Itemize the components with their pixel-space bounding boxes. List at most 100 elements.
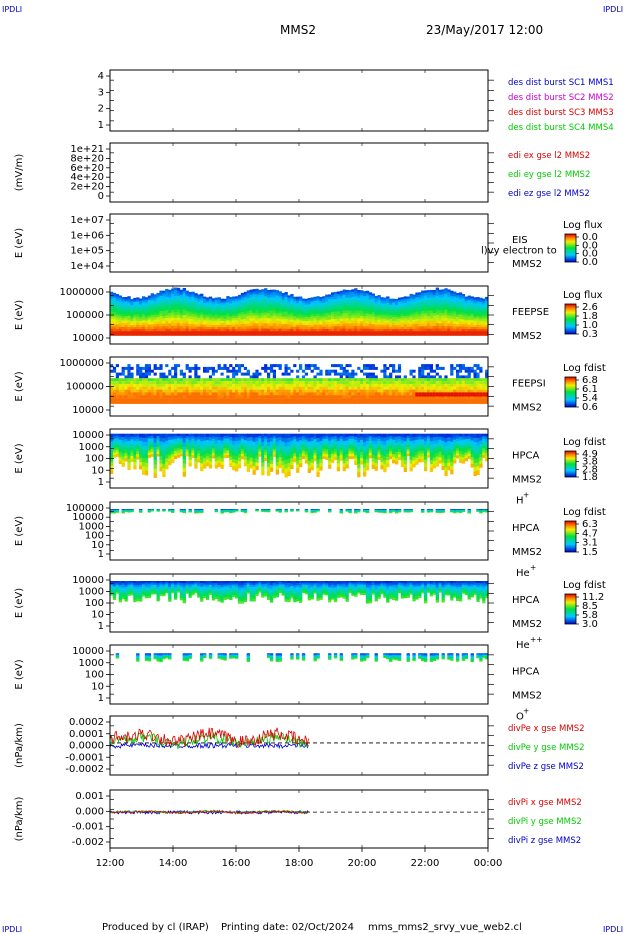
ylabel-hpca-hepp: E (eV) (14, 588, 25, 618)
colorbar-feepsi (564, 303, 577, 335)
ytick-label-des-dist: 4 (98, 71, 104, 82)
ytick-label-edi: 2e+20 (70, 182, 104, 193)
ytick-label-divpe: 0.0001 (69, 729, 104, 740)
ytick-label-hpca-he: 100000 (66, 503, 104, 514)
legend-divpi-0: divPi x gse MMS2 (508, 798, 582, 808)
ytick-label-hpca-h: 100 (85, 454, 104, 465)
ytick-label-hpca-he: 100 (85, 531, 104, 542)
ylabel-feepsi: E (eV) (14, 371, 25, 401)
legend-divpe-2: divPe z gse MMS2 (508, 762, 584, 772)
ytick-label-hpca-o: 1 (98, 693, 104, 704)
spacecraft-label-feepse: MMS2 (512, 331, 542, 342)
heatmap-hpca-o (115, 653, 489, 663)
species-charge-hpca-o: + (523, 707, 529, 716)
species-label-hpca-hepp: He (516, 640, 530, 651)
xtick-label: 18:00 (285, 858, 314, 869)
colorbar-title-eis: Log flux (563, 220, 603, 231)
colorbar-tick-feepsi-2: 1.0 (582, 320, 598, 331)
colorbar-title-hpca-hepp: Log fdist (563, 507, 606, 518)
panel-eis: 1e+07 1e+06 1e+05 1e+04 E (eV) EIS MMS2 l)vy el… (14, 213, 603, 273)
ytick-label-hpca-hepp: 10000 (72, 575, 104, 586)
legend-des-dist-2: des dist burst SC3 MMS3 (508, 108, 614, 118)
ytick-label-hpca-hepp: 10 (91, 610, 104, 621)
legend-edi-2: edi ez gse l2 MMS2 (508, 189, 590, 199)
colorbar-tick-hpca-he-0: 4.9 (582, 449, 598, 460)
legend-divpi-1: divPi y gse MMS2 (508, 817, 582, 827)
ytick-label-hpca-he: 10 (91, 540, 104, 551)
ytick-label-edi: 8e+20 (70, 153, 104, 164)
colorbar-tick-eis-0: 0.0 (582, 232, 598, 243)
corner-label-top-left: IPDLI (2, 5, 22, 14)
spacecraft-title: MMS2 (280, 23, 316, 37)
ytick-label-hpca-o: 100 (85, 670, 104, 681)
ytick-label-divpe: -0.0001 (65, 752, 104, 763)
colorbar-hpca-o (564, 593, 577, 625)
ytick-label-feepsi: 10000 (72, 405, 104, 416)
ytick-label-divpi: 0.000 (75, 806, 104, 817)
colorbar-tick-hpca-he-1: 3.8 (582, 457, 598, 468)
colorbar-title-hpca-o: Log fdist (563, 580, 606, 591)
colorbar-tick-hpca-o-1: 8.5 (582, 601, 598, 612)
ytick-label-des-dist: 2 (98, 104, 104, 115)
colorbar-hpca-he (564, 450, 577, 478)
ytick-label-hpca-hepp: 1000 (79, 587, 104, 598)
legend-des-dist-0: des dist burst SC1 MMS1 (508, 78, 614, 88)
overlay-text-eis: l)vy electron to (481, 245, 557, 256)
ytick-label-hpca-h: 1 (98, 477, 104, 488)
colorbar-eis (564, 233, 577, 263)
instrument-label-hpca-o: HPCA (512, 667, 540, 678)
ylabel-divpi: (nPa/km) (14, 797, 25, 842)
corner-label-bottom-left: IPDLI (2, 925, 22, 934)
colorbar-tick-feepsi-0: 2.6 (582, 302, 598, 313)
colorbar-tick-eis-3: 0.0 (582, 257, 598, 268)
ytick-label-edi: 0 (98, 191, 104, 202)
species-charge-hpca-hepp: ++ (530, 635, 543, 644)
ytick-label-hpca-hepp: 1 (98, 621, 104, 632)
colorbar-title-hpca-he: Log fdist (563, 437, 606, 448)
ytick-label-divpe: 0.0002 (69, 717, 104, 728)
heatmap-feepse (110, 287, 489, 336)
ytick-label-eis: 1e+07 (70, 215, 104, 226)
xtick-label: 20:00 (348, 858, 377, 869)
heatmap-hpca-he (110, 509, 489, 514)
colorbar-tick-hpca-h-1: 6.1 (582, 384, 598, 395)
panel-divpi: 0.001 0.000 -0.001 -0.002 (nPa/km) divPi x gs… (14, 789, 582, 849)
ytick-label-edi: 4e+20 (70, 172, 104, 183)
ylabel-hpca-h: E (eV) (14, 443, 25, 473)
lines-divpe (109, 727, 488, 750)
species-label-hpca-o: O (516, 712, 524, 723)
legend-des-dist-1: des dist burst SC2 MMS2 (508, 93, 614, 103)
ytick-label-hpca-h: 10000 (72, 430, 104, 441)
colorbar-tick-hpca-o-0: 11.2 (582, 592, 604, 603)
ytick-label-divpe: -0.0002 (65, 764, 104, 775)
colorbar-tick-eis-2: 0.0 (582, 249, 598, 260)
panel-feepsi: 1000000 100000 10000 E (eV) FEEPSI MMS2 Log fl… (14, 290, 603, 417)
spacecraft-label-hpca-h: MMS2 (512, 475, 542, 486)
ylabel-edi: (mV/m) (14, 154, 25, 192)
ytick-label-hpca-he: 1000 (79, 521, 104, 532)
colorbar-tick-hpca-hepp-1: 4.7 (582, 528, 598, 539)
colorbar-tick-hpca-hepp-2: 3.1 (582, 538, 598, 549)
xtick-label: 14:00 (159, 858, 188, 869)
panels-container: 4 3 2 1 des dist burst SC1 MMS1 des dist burs… (14, 69, 614, 849)
species-label-hpca-h: H (516, 496, 524, 507)
colorbar-tick-hpca-he-3: 1.8 (582, 472, 598, 483)
spacecraft-label-hpca-o: MMS2 (512, 691, 542, 702)
footer-printing-date: Printing date: 02/Oct/2024 (221, 922, 354, 933)
frame-divpi (109, 789, 489, 849)
ytick-label-divpi: 0.001 (75, 791, 104, 802)
heatmap-hpca-hepp (110, 581, 489, 604)
ytick-label-eis: 1e+04 (70, 261, 104, 272)
colorbar-tick-hpca-hepp-0: 6.3 (582, 519, 598, 530)
colorbar-tick-hpca-hepp-3: 1.5 (582, 547, 598, 558)
corner-label-bottom-right: IPDLI (603, 925, 623, 934)
xtick-label: 16:00 (222, 858, 251, 869)
colorbar-tick-hpca-o-3: 3.0 (582, 619, 598, 630)
ytick-label-hpca-he: 10000 (72, 512, 104, 523)
instrument-label-eis: EIS (512, 235, 528, 246)
instrument-label-feepse: FEEPSE (512, 307, 549, 318)
species-label-hpca-he: He (516, 568, 530, 579)
